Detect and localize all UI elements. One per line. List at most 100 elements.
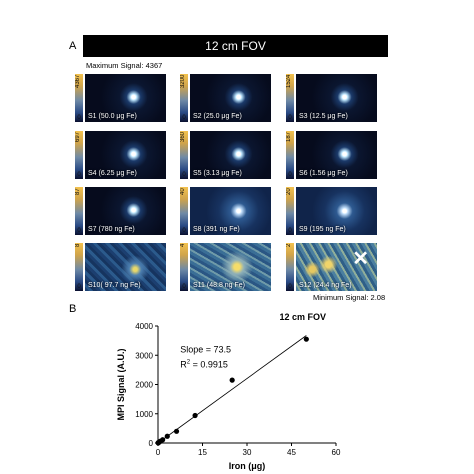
colorbar-max-label: 8 [75,244,81,248]
image-tile: 2 0 S12 (24.4 ng Fe) ✕ [286,243,377,291]
image-tile: 4 0 S11 (48.8 ng Fe) [180,243,271,291]
colorbar-max-label: 2 [286,244,292,248]
colorbar-min-label: 0 [77,115,81,121]
colorbar-max-label: 4 [180,244,186,248]
colorbar-min-label: 0 [182,284,186,290]
x-axis-label: Iron (μg) [229,461,266,471]
image-tile: 3200 0 S2 (25.0 μg Fe) [180,74,271,122]
colorbar-max-label: 360 [180,132,186,143]
mpi-image [85,74,166,122]
sample-label: S1 (50.0 μg Fe) [88,113,137,120]
y-tick-label: 2000 [135,381,153,390]
colorbar-max-label: 87 [75,188,81,195]
sample-label: S12 (24.4 ng Fe) [299,282,352,289]
sample-label: S6 (1.56 μg Fe) [299,170,348,177]
colorbar-max-label: 4367 [75,75,81,89]
colorbar-min-label: 0 [288,284,292,290]
sample-label: S9 (195 ng Fe) [299,226,346,233]
colorbar: 187 0 [286,131,294,179]
mpi-image [296,74,377,122]
x-tick-label: 45 [287,448,296,457]
colorbar: 40 0 [180,187,188,235]
max-signal-note: Maximum Signal: 4367 [86,61,163,70]
sample-label: S10( 97.7 ng Fe) [88,282,141,289]
mpi-image [190,131,271,179]
r-squared-annotation: R2 = 0.9915 [180,360,228,370]
colorbar: 87 0 [75,187,83,235]
colorbar-min-label: 0 [77,284,81,290]
y-tick-label: 3000 [135,351,153,360]
image-tile: 360 0 S5 (3.13 μg Fe) [180,131,271,179]
chart-title: 12 cm FOV [279,312,326,322]
image-tile: 8 0 S10( 97.7 ng Fe) [75,243,166,291]
colorbar-max-label: 187 [286,132,292,143]
colorbar-min-label: 0 [288,172,292,178]
r-squared-prefix: R [180,360,187,370]
image-tile: 87 0 S7 (780 ng Fe) [75,187,166,235]
image-tile: 40 0 S8 (391 ng Fe) [180,187,271,235]
fit-line [157,335,307,444]
colorbar-max-label: 3200 [180,75,186,89]
x-tick-label: 15 [198,448,207,457]
sample-label: S2 (25.0 μg Fe) [193,113,242,120]
colorbar: 20 0 [286,187,294,235]
colorbar-max-label: 20 [286,188,292,195]
x-tick-label: 60 [332,448,341,457]
x-tick-label: 0 [156,448,161,457]
colorbar-max-label: 1524 [286,75,292,89]
sample-label: S4 (6.25 μg Fe) [88,170,137,177]
mpi-image [296,243,377,291]
data-point [229,377,235,383]
y-tick-label: 0 [149,439,154,448]
colorbar-max-label: 40 [180,188,186,195]
colorbar: 360 0 [180,131,188,179]
mpi-signal-chart: 0 15 30 45 60 0 1000 2000 3000 4000 Iron (μg) MPI S… [116,312,341,471]
y-tick-label: 1000 [135,410,153,419]
colorbar-min-label: 0 [182,172,186,178]
data-point [155,440,161,446]
excluded-x-icon: ✕ [352,248,369,270]
colorbar-min-label: 0 [182,228,186,234]
mpi-image [190,74,271,122]
sample-label: S3 (12.5 μg Fe) [299,113,348,120]
colorbar: 4367 0 [75,74,83,122]
colorbar: 697 0 [75,131,83,179]
data-point [303,336,309,342]
colorbar-min-label: 0 [288,115,292,121]
panel-a-letter: A [69,40,77,52]
data-point [164,433,170,439]
fov-title-bar: 12 cm FOV [83,35,388,57]
r-squared-value: = 0.9915 [190,360,228,370]
slope-annotation: Slope = 73.5 [180,344,231,354]
image-tile: 697 0 S4 (6.25 μg Fe) [75,131,166,179]
colorbar: 3200 0 [180,74,188,122]
sample-label: S5 (3.13 μg Fe) [193,170,242,177]
y-tick-label: 4000 [135,322,153,331]
panel-b-letter: B [69,303,77,315]
mpi-image [85,131,166,179]
image-tile: 187 0 S6 (1.56 μg Fe) [286,131,377,179]
colorbar-min-label: 0 [288,228,292,234]
colorbar: 1524 0 [286,74,294,122]
mpi-image [190,187,271,235]
mpi-image [296,187,377,235]
mpi-image [190,243,271,291]
data-point [173,428,180,434]
y-axis-label: MPI Signal (A.U.) [116,348,126,420]
image-tile: 20 0 S9 (195 ng Fe) [286,187,377,235]
colorbar-min-label: 0 [77,172,81,178]
x-tick-label: 30 [243,448,252,457]
min-signal-note: Minimum Signal: 2.08 [313,293,386,302]
sample-label: S7 (780 ng Fe) [88,226,135,233]
sample-label: S11 (48.8 ng Fe) [193,282,246,289]
mpi-image [296,131,377,179]
image-tile: 1524 0 S3 (12.5 μg Fe) [286,74,377,122]
r-squared-superscript: 2 [187,360,191,366]
data-point [192,412,198,419]
colorbar-min-label: 0 [77,228,81,234]
mpi-image [85,187,166,235]
colorbar-max-label: 697 [75,132,81,143]
